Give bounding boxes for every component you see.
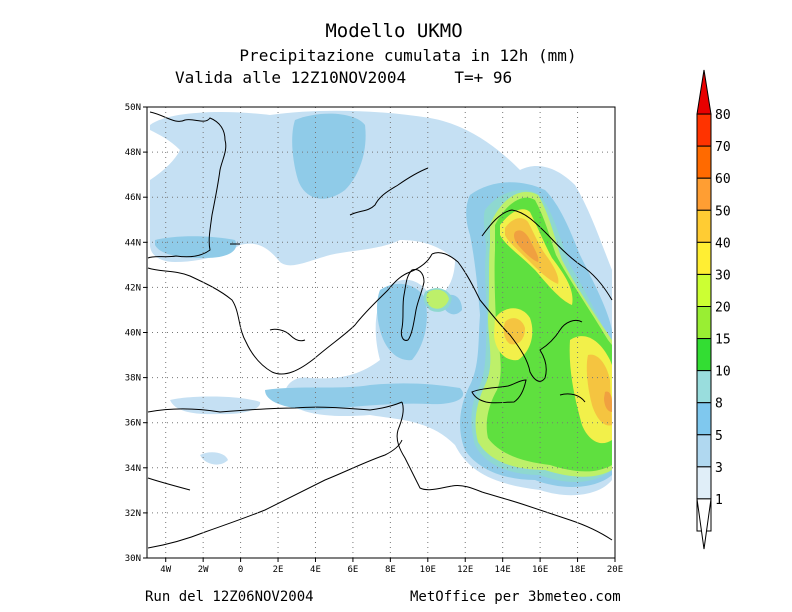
longitude-label: 16E: [532, 565, 548, 575]
colorbar-segment: [696, 273, 712, 307]
latitude-label: 30N: [125, 554, 141, 564]
longitude-label: 2E: [273, 565, 284, 575]
colorbar-segment: [696, 370, 712, 404]
colorbar-bottom-arrow: [696, 498, 712, 550]
precip-area: [514, 230, 539, 262]
colorbar-label: 50: [715, 204, 731, 219]
longitude-label: 2W: [198, 565, 209, 575]
coastline: [481, 209, 613, 301]
longitude-label: 4W: [160, 565, 171, 575]
longitude-label: 0: [238, 565, 243, 575]
latitude-label: 46N: [125, 193, 141, 203]
valid-time-line: Valida alle 12Z10NOV2004 T=+ 96: [175, 68, 513, 87]
colorbar-label: 20: [715, 301, 731, 316]
colorbar-segment: [696, 113, 712, 147]
colorbar-label: 30: [715, 268, 731, 283]
precip-area: [426, 289, 449, 309]
colorbar-segment: [696, 434, 712, 468]
latitude-labels: 50N 48N 46N 44N 42N 40N 38N 36N 34N 32N 30N: [125, 103, 147, 564]
longitude-label: 18E: [569, 565, 585, 575]
coastline: [147, 253, 433, 375]
colorbar-segment: [696, 145, 712, 179]
colorbar-label: 8: [715, 397, 723, 412]
colorbar-label: 3: [715, 461, 723, 476]
coastline: [147, 401, 403, 413]
longitude-label: 8E: [385, 565, 396, 575]
coastline: [559, 393, 586, 403]
map-title: Modello UKMO: [325, 20, 463, 42]
longitude-label: 12E: [457, 565, 473, 575]
precip-area: [170, 396, 261, 415]
latitude-label: 40N: [125, 329, 141, 339]
precip-area: [586, 354, 612, 426]
colorbar-label: 5: [715, 429, 723, 444]
latitude-label: 38N: [125, 374, 141, 384]
colorbar-label: 15: [715, 333, 731, 348]
precip-area: [265, 383, 464, 410]
latitude-label: 42N: [125, 283, 141, 293]
coastline: [147, 111, 227, 259]
coastline: [431, 252, 583, 382]
colorbar-segment: [696, 466, 712, 500]
longitude-label: 6E: [347, 565, 358, 575]
colorbar-legend: 80 70 60 50 40 30 20 15 10 8 5 3 1: [696, 69, 731, 550]
colorbar-label: 80: [715, 108, 731, 123]
precip-area: [604, 391, 612, 412]
longitude-labels: 4W 2W 0 2E 4E 6E 8E 10E 12E 14E 16E 18E 20E: [160, 558, 623, 575]
coastline: [471, 379, 527, 404]
colorbar-segment: [696, 402, 712, 436]
latitude-label: 50N: [125, 103, 141, 113]
latitude-label: 44N: [125, 238, 141, 248]
coastline: [400, 269, 425, 341]
colorbar-segment: [696, 209, 712, 243]
longitude-label: 20E: [607, 565, 623, 575]
colorbar-label: 60: [715, 172, 731, 187]
coastline: [396, 401, 613, 541]
coastline: [147, 477, 191, 491]
colorbar-segment: [696, 338, 712, 372]
latitude-label: 48N: [125, 148, 141, 158]
coastline: [269, 328, 306, 342]
longitude-label: 4E: [310, 565, 321, 575]
precip-area: [155, 236, 237, 258]
map-subtitle: Precipitazione cumulata in 12h (mm): [239, 46, 577, 65]
precip-area: [503, 318, 525, 345]
run-label: Run del 12Z06NOV2004: [145, 589, 314, 605]
precip-area: [200, 452, 228, 465]
precip-area: [377, 283, 427, 361]
credit-label: MetOffice per 3bmeteo.com: [410, 589, 621, 605]
colorbar-label: 10: [715, 365, 731, 380]
colorbar-segment: [696, 241, 712, 275]
latitude-label: 34N: [125, 464, 141, 474]
colorbar-label: 70: [715, 140, 731, 155]
latitude-label: 32N: [125, 509, 141, 519]
colorbar-label: 1: [715, 493, 723, 508]
latitude-label: 36N: [125, 419, 141, 429]
colorbar-segment: [696, 177, 712, 211]
coastline: [349, 167, 429, 216]
longitude-label: 14E: [495, 565, 511, 575]
precip-area: [292, 113, 366, 199]
colorbar-segment: [696, 306, 712, 340]
colorbar-top-arrow: [696, 69, 712, 115]
precipitation-field: [150, 110, 612, 496]
coastline: [147, 439, 403, 549]
colorbar-label: 40: [715, 236, 731, 251]
coastlines: [147, 111, 613, 549]
longitude-label: 10E: [420, 565, 436, 575]
